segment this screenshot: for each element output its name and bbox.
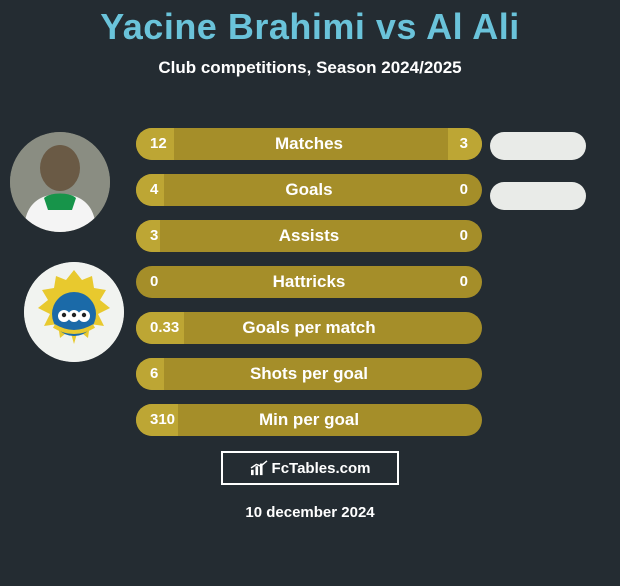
stat-label: Goals per match xyxy=(242,318,375,338)
stat-label: Min per goal xyxy=(259,410,359,430)
stat-row-matches: 12 Matches 3 xyxy=(136,128,482,160)
stat-value-left: 310 xyxy=(150,404,175,436)
player-avatar-left xyxy=(10,132,110,232)
page-title: Yacine Brahimi vs Al Ali xyxy=(0,6,620,48)
stat-label: Shots per goal xyxy=(250,364,368,384)
stat-value-right: 0 xyxy=(460,220,468,252)
brand-box: FcTables.com xyxy=(221,451,399,485)
stat-value-left: 12 xyxy=(150,128,167,160)
stat-value-left: 0.33 xyxy=(150,312,179,344)
stat-value-right: 0 xyxy=(460,266,468,298)
stat-label: Matches xyxy=(275,134,343,154)
stat-row-goals: 4 Goals 0 xyxy=(136,174,482,206)
stat-row-shots-per-goal: 6 Shots per goal xyxy=(136,358,482,390)
stats-rows: 12 Matches 3 4 Goals 0 3 Assists 0 0 Hattricks 0 0.3… xyxy=(136,128,482,450)
stat-value-left: 6 xyxy=(150,358,158,390)
player-silhouette-icon xyxy=(10,132,110,232)
stat-label: Assists xyxy=(279,226,339,246)
brand-chart-icon xyxy=(250,460,268,476)
stat-value-right: 0 xyxy=(460,174,468,206)
stat-row-min-per-goal: 310 Min per goal xyxy=(136,404,482,436)
page-subtitle: Club competitions, Season 2024/2025 xyxy=(0,58,620,78)
stat-row-hattricks: 0 Hattricks 0 xyxy=(136,266,482,298)
date-label: 10 december 2024 xyxy=(245,504,374,521)
stat-value-right: 3 xyxy=(460,128,468,160)
stat-label: Goals xyxy=(285,180,332,200)
stat-label: Hattricks xyxy=(273,272,346,292)
stat-value-left: 3 xyxy=(150,220,158,252)
crest-icon xyxy=(24,262,124,362)
brand-label: FcTables.com xyxy=(272,460,371,477)
stat-row-goals-per-match: 0.33 Goals per match xyxy=(136,312,482,344)
player-pill-right-0 xyxy=(490,132,586,160)
stat-row-assists: 3 Assists 0 xyxy=(136,220,482,252)
player-pill-right-1 xyxy=(490,182,586,210)
stat-value-left: 0 xyxy=(150,266,158,298)
club-crest-left xyxy=(24,262,124,362)
stat-value-left: 4 xyxy=(150,174,158,206)
